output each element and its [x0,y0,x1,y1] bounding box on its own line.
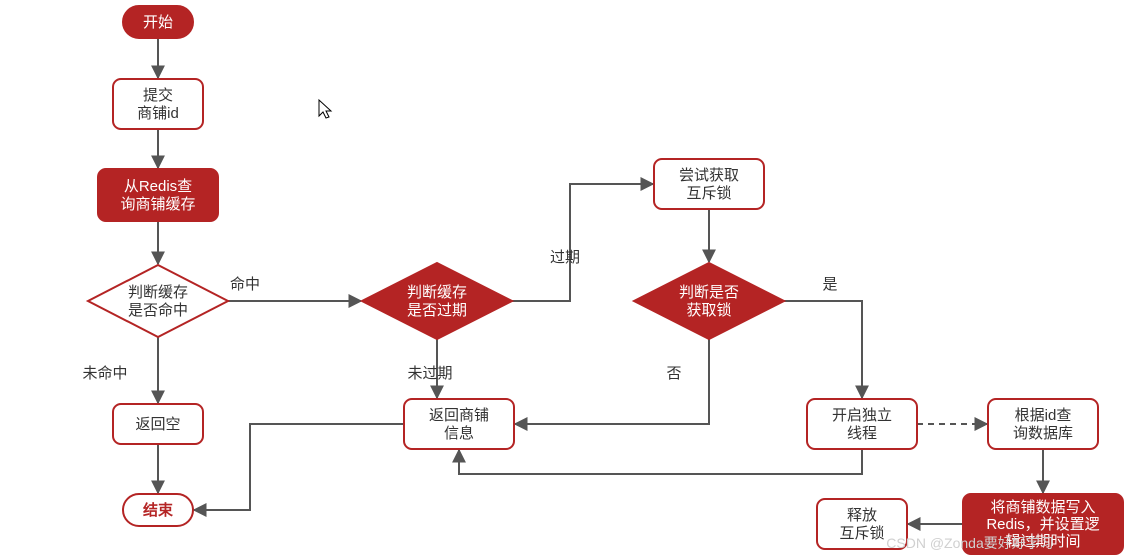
svg-text:是否过期: 是否过期 [407,302,467,319]
node-start-thread: 开启独立 线程 [807,399,917,449]
label-not-expired: 未过期 [407,365,452,382]
svg-text:获取锁: 获取锁 [686,302,731,319]
edges [158,38,1043,524]
node-redis-query: 从Redis查 询商铺缓存 [98,169,218,221]
svg-text:线程: 线程 [847,425,877,442]
svg-text:互斥锁: 互斥锁 [686,185,731,202]
svg-text:返回空: 返回空 [135,416,180,433]
svg-text:从Redis查: 从Redis查 [124,178,192,195]
svg-text:返回商铺: 返回商铺 [429,407,489,424]
node-try-lock: 尝试获取 互斥锁 [654,159,764,209]
svg-text:判断是否: 判断是否 [679,284,739,301]
node-expire-check: 判断缓存 是否过期 [362,263,512,339]
svg-text:释放: 释放 [847,507,877,524]
svg-text:根据id查: 根据id查 [1015,407,1072,424]
svg-text:信息: 信息 [444,425,474,442]
node-return-info: 返回商铺 信息 [404,399,514,449]
label-hit-no: 未命中 [82,364,127,382]
flowchart-canvas: 命中 未命中 未过期 过期 否 是 开始 提交 商铺id 从Redis查 询商铺… [0,0,1148,557]
node-submit: 提交 商铺id [113,79,203,129]
svg-text:判断缓存: 判断缓存 [407,284,467,301]
svg-text:询数据库: 询数据库 [1013,425,1073,442]
svg-text:将商铺数据写入: 将商铺数据写入 [990,499,1095,516]
node-end: 结束 [123,494,193,526]
svg-text:结束: 结束 [143,501,174,519]
node-start: 开始 [123,6,193,38]
svg-text:互斥锁: 互斥锁 [839,525,884,542]
node-hit-check: 判断缓存 是否命中 [88,265,228,337]
svg-text:尝试获取: 尝试获取 [679,167,739,184]
svg-text:商铺id: 商铺id [137,105,179,122]
svg-text:Redis，并设置逻: Redis，并设置逻 [986,516,1099,533]
svg-text:判断缓存: 判断缓存 [128,284,188,301]
cursor-icon [319,100,331,118]
svg-text:是否命中: 是否命中 [128,301,188,319]
svg-text:询商铺缓存: 询商铺缓存 [120,196,195,213]
node-lock-check: 判断是否 获取锁 [634,263,784,339]
svg-text:开启独立: 开启独立 [832,407,892,424]
label-lock-yes: 是 [822,276,837,293]
node-db-query: 根据id查 询数据库 [988,399,1098,449]
label-lock-no: 否 [666,365,681,382]
label-expired: 过期 [550,249,580,266]
watermark-text: CSDN @Zonda要好好学习 [886,535,1053,551]
svg-text:开始: 开始 [143,14,173,31]
node-return-null: 返回空 [113,404,203,444]
svg-text:提交: 提交 [143,86,173,104]
label-hit-yes: 命中 [230,275,260,293]
